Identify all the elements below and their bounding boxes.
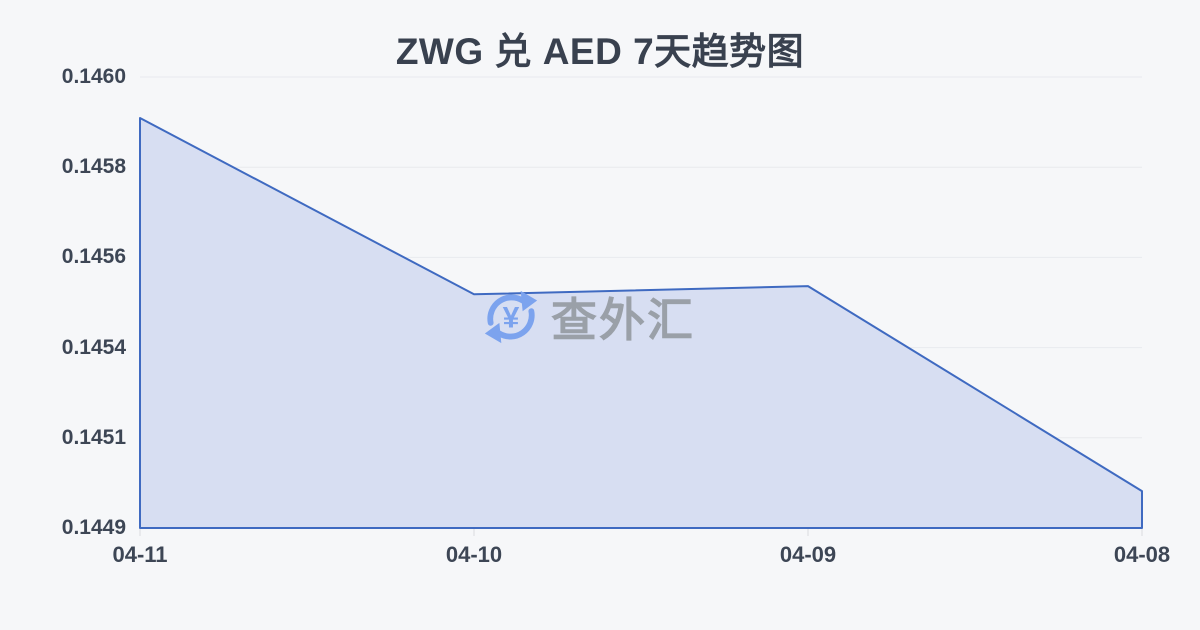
x-axis-tick-label: 04-08 <box>1113 542 1171 567</box>
trend-area-series <box>139 117 1143 529</box>
x-axis-tick-label: 04-09 <box>779 542 837 567</box>
y-axis-tick-label: 0.1449 <box>61 516 126 539</box>
y-axis-tick-label: 0.1458 <box>61 155 126 179</box>
y-axis-tick-label: 0.1451 <box>61 425 126 449</box>
x-axis-tick-label: 04-11 <box>112 542 168 567</box>
y-axis-tick-label: 0.1460 <box>61 65 126 88</box>
y-axis-tick-label: 0.1456 <box>61 245 126 269</box>
chart-title: ZWG 兑 AED 7天趋势图 <box>395 31 805 72</box>
x-axis-tick-label: 04-10 <box>445 542 503 567</box>
y-axis-tick-label: 0.1454 <box>61 335 126 359</box>
